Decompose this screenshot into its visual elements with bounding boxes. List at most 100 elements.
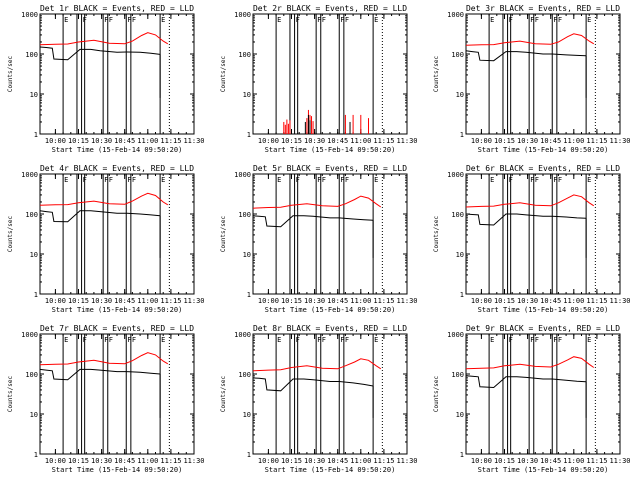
x-tick-label: 11:30 [396,297,417,305]
y-tick-label: 1000 [21,11,38,19]
marker-label: E [587,176,591,184]
marker-label: F [345,176,349,184]
y-tick-label: 1 [247,291,251,299]
x-tick-label: 11:00 [137,297,158,305]
marker-label: F [322,336,326,344]
marker-label: E [277,336,281,344]
x-axis-label: Start Time (15-Feb-14 09:50:20) [478,306,609,314]
x-tick-label: 11:30 [396,457,417,465]
x-tick-label: 10:30 [304,137,325,145]
x-tick-label: 10:30 [304,457,325,465]
marker-label: F [345,16,349,24]
y-tick-label: 1000 [234,331,251,339]
marker-label: F [509,16,513,24]
series-events-line [39,368,161,381]
y-tick-label: 10 [30,411,38,419]
marker-label: E [490,16,494,24]
y-tick-label: 1000 [447,11,464,19]
panel-1: Det 1r BLACK = Events, RED = LLD Counts/s… [7,4,205,154]
x-tick-label: 10:45 [540,137,561,145]
y-tick-label: 10 [456,251,464,259]
series-lld-line [39,32,169,46]
panel-title: Det 2r BLACK = Events, RED = LLD [253,4,407,13]
y-tick-label: 1 [34,291,38,299]
y-tick-label: 100 [451,371,464,379]
marker-label: E [587,16,591,24]
y-axis-label: Counts/sec [7,376,14,413]
marker-label: E [161,16,165,24]
x-tick-label: 10:15 [68,137,89,145]
marker-label: F [558,336,562,344]
marker-label: F [345,336,349,344]
x-tick-label: 10:00 [258,137,279,145]
x-tick-label: 11:00 [350,457,371,465]
panel-title: Det 3r BLACK = Events, RED = LLD [466,4,620,13]
x-tick-label: 11:30 [609,457,630,465]
x-tick-label: 11:00 [350,297,371,305]
marker-label: F [558,176,562,184]
x-tick-label: 10:45 [540,297,561,305]
series-events-line [252,215,374,228]
x-tick-label: 10:15 [494,297,515,305]
marker-label: E [490,336,494,344]
marker-label: F [296,176,300,184]
marker-label: F [132,336,136,344]
y-tick-label: 100 [238,51,251,59]
y-tick-label: 1 [460,451,464,459]
x-tick-label: 11:15 [160,297,181,305]
marker-label: E [64,176,68,184]
x-tick-label: 10:30 [91,137,112,145]
y-axis-label: Counts/sec [220,56,227,93]
y-tick-label: 1000 [21,331,38,339]
x-tick-label: 10:45 [327,297,348,305]
y-tick-label: 10 [243,91,251,99]
x-axis-label: Start Time (15-Feb-14 09:50:20) [478,466,609,474]
y-tick-label: 1000 [447,331,464,339]
x-axis-label: Start Time (15-Feb-14 09:50:20) [478,146,609,154]
marker-label: F [132,16,136,24]
panel-title: Det 1r BLACK = Events, RED = LLD [40,4,194,13]
marker-label: F [104,176,108,184]
marker-label: F [530,16,534,24]
marker-label: E [277,16,281,24]
marker-label: F [322,16,326,24]
x-tick-label: 10:15 [281,457,302,465]
x-axis-label: Start Time (15-Feb-14 09:50:20) [52,306,183,314]
series-lld-line [252,358,382,372]
y-tick-label: 100 [25,371,38,379]
series-lld-line [465,33,595,46]
marker-label: F [83,176,87,184]
marker-label: F [296,336,300,344]
panel-7: Det 7r BLACK = Events, RED = LLD Counts/s… [7,324,205,474]
marker-label: F [553,336,557,344]
marker-label: F [132,176,136,184]
x-tick-label: 11:00 [563,457,584,465]
y-tick-label: 1 [247,451,251,459]
marker-label: F [104,16,108,24]
x-tick-label: 10:15 [494,457,515,465]
marker-label: F [530,336,534,344]
marker-label: F [509,336,513,344]
x-tick-label: 10:45 [327,137,348,145]
y-axis-label: Counts/sec [220,216,227,253]
x-tick-label: 11:00 [563,137,584,145]
y-tick-label: 1000 [234,171,251,179]
x-tick-label: 10:45 [540,457,561,465]
y-tick-label: 100 [25,211,38,219]
series-lld-line [465,356,595,370]
y-tick-label: 1000 [234,11,251,19]
marker-label: F [127,336,131,344]
y-tick-label: 100 [238,371,251,379]
x-tick-label: 11:15 [586,297,607,305]
series-events-line [465,213,587,226]
x-tick-label: 11:30 [609,137,630,145]
y-tick-label: 10 [243,251,251,259]
x-tick-label: 11:15 [373,457,394,465]
panel-2: Det 2r BLACK = Events, RED = LLD Counts/s… [220,4,418,154]
x-tick-label: 10:30 [517,297,538,305]
y-axis-label: Counts/sec [7,56,14,93]
marker-label: F [340,176,344,184]
x-tick-label: 11:30 [183,297,204,305]
panel-title: Det 6r BLACK = Events, RED = LLD [466,164,620,173]
x-tick-label: 10:45 [114,297,135,305]
